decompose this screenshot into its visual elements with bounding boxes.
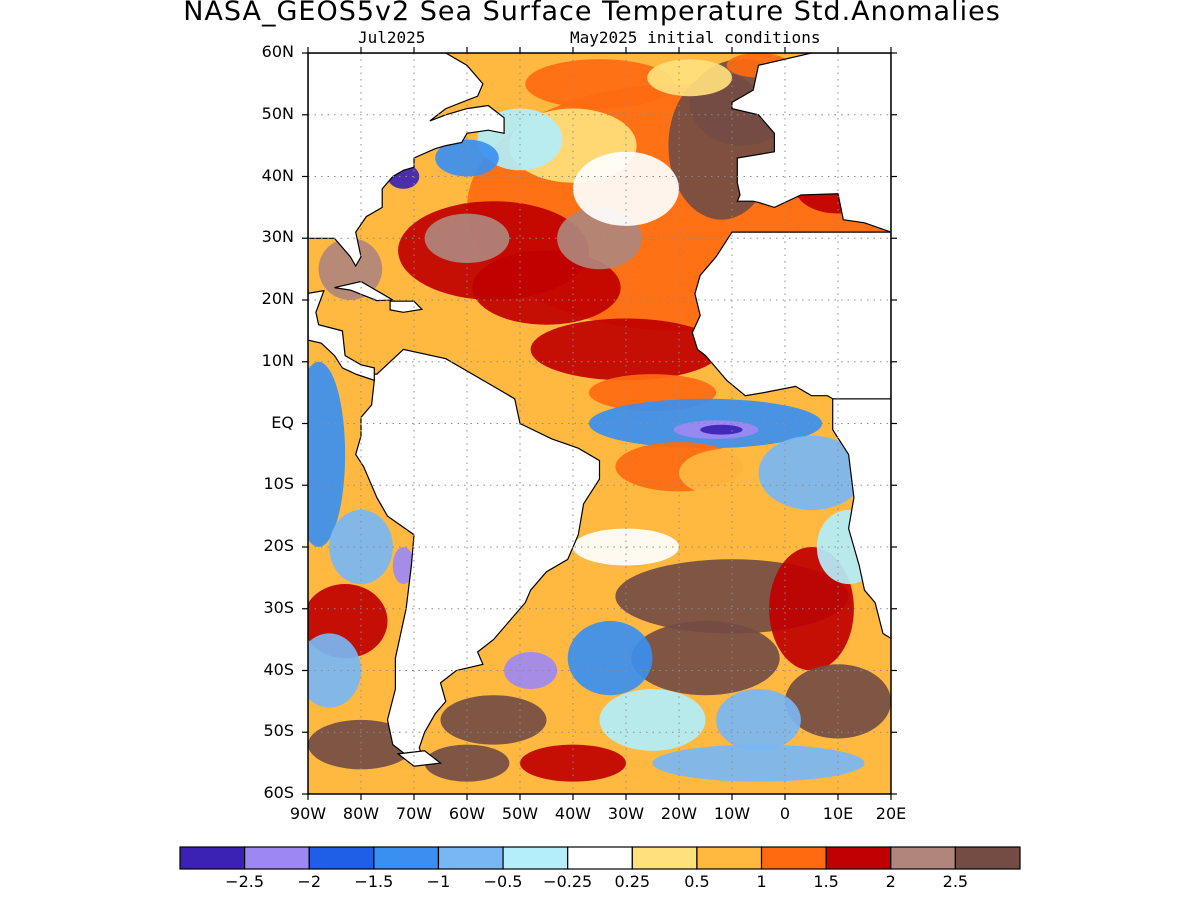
colorbar-label: −0.25 — [543, 872, 593, 891]
colorbar-label: 0.25 — [614, 872, 651, 891]
initial-conditions: May2025 initial conditions — [570, 28, 821, 47]
lon-tick-label: 0 — [779, 804, 791, 823]
central-america — [308, 287, 375, 382]
west-africa — [691, 231, 891, 400]
europe-africa — [731, 53, 891, 640]
lon-tick-label: 10E — [822, 804, 854, 823]
axis-ticks — [302, 47, 897, 800]
colorbar-label: −2.5 — [225, 872, 265, 891]
colorbar-swatch — [244, 846, 310, 870]
lat-tick-label: 30N — [261, 227, 294, 247]
grid-lines — [308, 53, 891, 794]
colorbar-swatch — [502, 846, 569, 870]
colorbar-label: 2 — [885, 872, 896, 891]
hispaniola — [389, 300, 424, 313]
lon-tick-label: 20W — [660, 804, 698, 823]
south-america — [355, 348, 601, 765]
colorbar-swatch — [437, 846, 504, 870]
lat-tick-label: 60N — [261, 42, 294, 61]
colorbar-swatch — [954, 846, 1021, 870]
colorbar-swatch — [825, 846, 892, 870]
lon-tick-label: 80W — [342, 804, 380, 823]
colorbar-label: 0.5 — [684, 872, 710, 891]
lat-tick-label: 50S — [263, 721, 294, 741]
colorbar-label: −1.5 — [354, 872, 394, 891]
colorbar-label: −2 — [297, 872, 322, 891]
colorbar-label: 1 — [756, 872, 767, 891]
lon-tick-label: 70W — [395, 804, 433, 823]
lat-tick-label: 40N — [261, 165, 294, 185]
colorbar-label: 1.5 — [813, 872, 839, 891]
lat-tick-label: EQ — [271, 412, 294, 432]
lon-tick-label: 90W — [289, 804, 327, 823]
colorbar-swatch — [308, 846, 375, 870]
lon-tick-label: 60W — [448, 804, 486, 823]
lat-tick-label: 50N — [261, 103, 294, 123]
lat-tick-label: 20N — [261, 289, 294, 308]
colorbar-swatch — [696, 846, 763, 870]
lat-tick-label: 20S — [263, 536, 294, 555]
lat-tick-label: 10N — [261, 350, 294, 370]
colorbar-label: −1 — [426, 872, 451, 891]
colorbar-swatch — [760, 846, 827, 870]
figure-title: NASA_GEOS5v2 Sea Surface Temperature Std… — [183, 0, 1001, 27]
colorbar-label: 2.5 — [942, 872, 969, 891]
lon-tick-label: 30W — [607, 804, 645, 823]
lat-tick-label: 60S — [263, 783, 294, 802]
lon-tick-label: 50W — [501, 804, 539, 823]
lat-tick-label: 40S — [263, 659, 294, 679]
tierra-del-fuego — [396, 750, 443, 767]
colorbar — [179, 846, 1021, 870]
colorbar-swatch — [373, 846, 440, 870]
colorbar-label: −0.5 — [483, 872, 523, 891]
lon-tick-label: 40W — [554, 804, 592, 823]
forecast-month: Jul2025 — [358, 28, 426, 47]
lon-tick-label: 10W — [713, 804, 751, 823]
north-america — [308, 53, 505, 268]
colorbar-swatch — [890, 846, 956, 870]
colorbar-swatch — [631, 846, 698, 870]
lon-tick-label: 20E — [875, 804, 907, 823]
colorbar-swatch — [567, 846, 633, 870]
lat-tick-label: 10S — [263, 474, 294, 494]
lat-tick-label: 30S — [263, 597, 294, 617]
land-masses — [308, 53, 891, 767]
colorbar-swatch — [179, 846, 246, 870]
